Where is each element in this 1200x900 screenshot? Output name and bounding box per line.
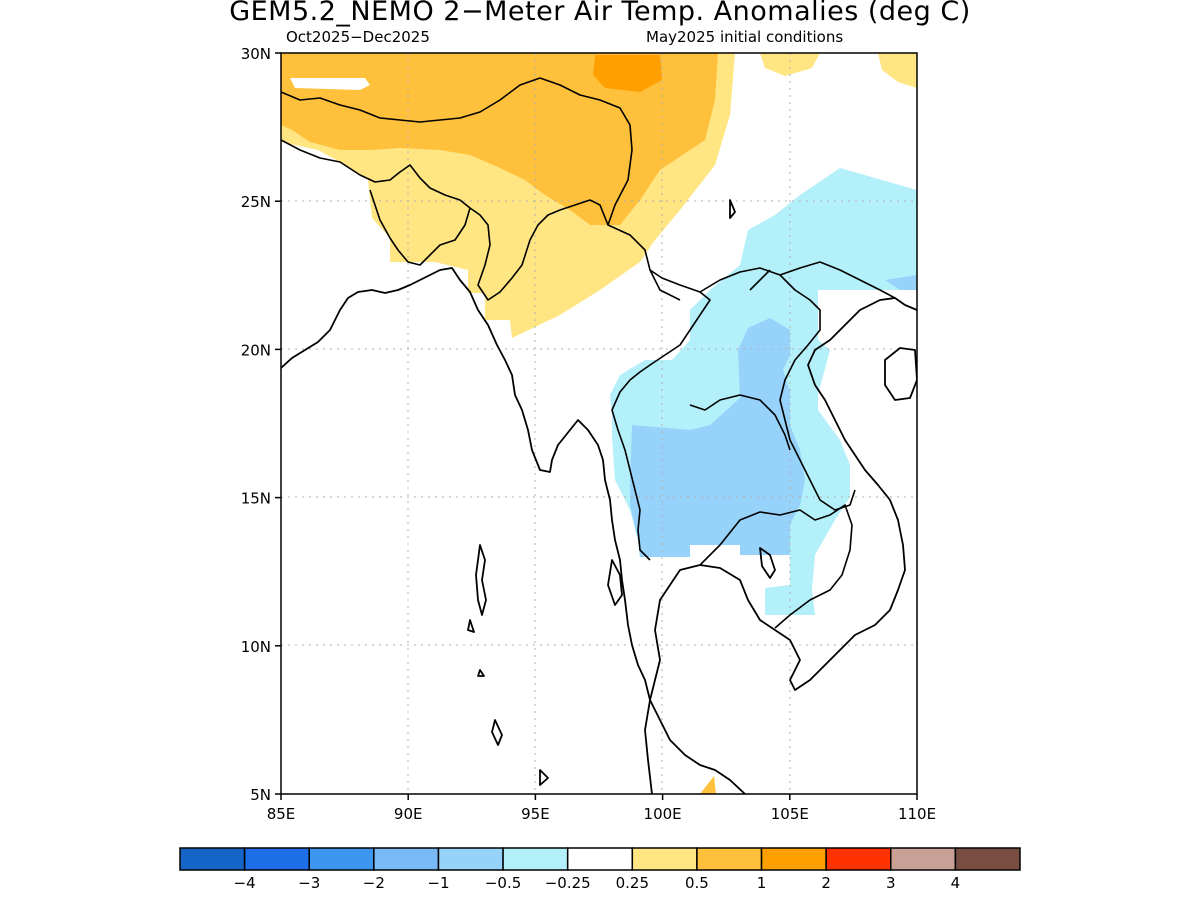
colorbar: −4 −3 −2 −1 −0.5 −0.25 0.25 0.5 1 2 3 4: [179, 847, 1021, 892]
warm-patch-south: [700, 776, 716, 794]
colorbar-swatch: [890, 847, 957, 871]
colorbar-swatch: [308, 847, 375, 871]
warm-anomaly-region-medium: [281, 53, 718, 225]
lat-tick-label: 10N: [241, 638, 271, 656]
lat-tick-label: 5N: [250, 786, 271, 804]
colorbar-label: 0.25: [616, 874, 649, 892]
map-area: [281, 53, 917, 794]
colorbar-swatch: [954, 847, 1021, 871]
colorbar-label: 1: [757, 874, 767, 892]
lon-tick-label: 85E: [267, 805, 296, 823]
colorbar-label: −3: [298, 874, 320, 892]
latitude-axis: 30N 25N 20N 15N 10N 5N: [241, 45, 281, 804]
country-borders: [281, 77, 896, 629]
colorbar-swatch: [566, 847, 634, 871]
map-title: GEM5.2_NEMO 2−Meter Air Temp. Anomalies …: [229, 0, 971, 27]
colorbar-swatch: [243, 847, 310, 871]
neutral-patch: [290, 78, 370, 90]
colorbar-swatch: [179, 847, 246, 871]
cool-patch-east: [885, 275, 917, 290]
map-frame: [280, 52, 918, 795]
lat-tick-label: 30N: [241, 45, 271, 63]
lat-tick-label: 20N: [241, 341, 271, 359]
lat-tick-label: 25N: [241, 193, 271, 211]
lat-tick-label: 15N: [241, 490, 271, 508]
colorbar-label: 2: [821, 874, 831, 892]
colorbar-label: −2: [363, 874, 385, 892]
colorbar-label: −0.5: [485, 874, 521, 892]
warm-patch-ne-2: [878, 53, 917, 88]
colorbar-swatch: [631, 847, 698, 871]
colorbar-label: −0.25: [545, 874, 591, 892]
colorbar-label: −4: [234, 874, 256, 892]
lon-tick-label: 95E: [521, 805, 550, 823]
lon-tick-label: 105E: [771, 805, 809, 823]
lon-tick-label: 110E: [898, 805, 936, 823]
colorbar-swatch: [696, 847, 763, 871]
forecast-period: Oct2025−Dec2025: [286, 28, 430, 46]
coastlines: [281, 199, 917, 794]
colorbar-label: −1: [427, 874, 449, 892]
lon-tick-label: 90E: [394, 805, 423, 823]
warm-anomaly-region-strong: [593, 55, 662, 92]
colorbar-label: 4: [951, 874, 961, 892]
colorbar-swatch: [825, 847, 892, 871]
colorbar-swatch: [437, 847, 504, 871]
lon-tick-label: 100E: [644, 805, 682, 823]
colorbar-label: 0.5: [685, 874, 709, 892]
colorbar-label: 3: [886, 874, 896, 892]
longitude-axis: 85E 90E 95E 100E 105E 110E: [267, 794, 936, 823]
warm-patch-ne-1: [760, 53, 820, 76]
colorbar-swatch: [760, 847, 827, 871]
colorbar-swatch: [502, 847, 569, 871]
initial-conditions: May2025 initial conditions: [646, 28, 844, 46]
colorbar-swatch: [373, 847, 440, 871]
map-grid: [281, 53, 917, 794]
